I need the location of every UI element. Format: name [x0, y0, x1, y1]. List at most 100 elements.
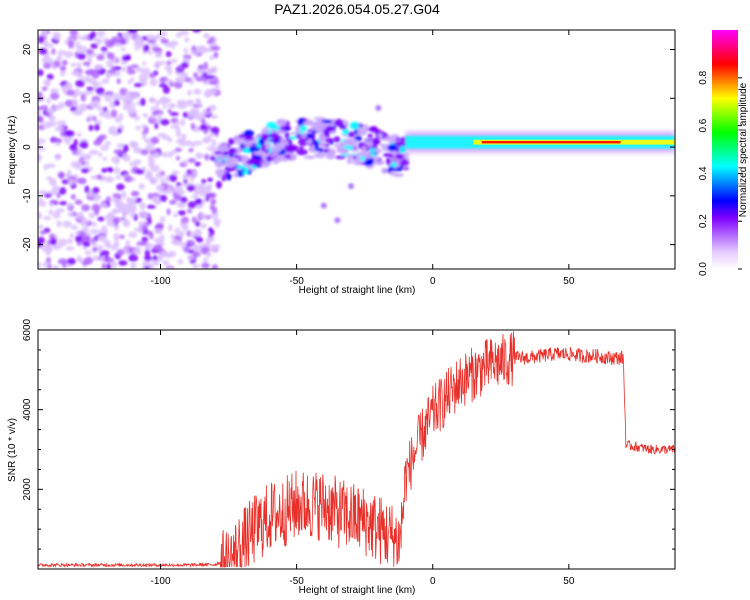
noise-blob: [203, 33, 210, 39]
spectrogram-frame: [37, 29, 676, 270]
noise-blob: [101, 263, 107, 269]
scatter-blob: [334, 118, 344, 127]
noise-blob: [179, 30, 189, 36]
noise-blob: [205, 251, 212, 258]
scatter-blob: [370, 152, 376, 157]
noise-blob: [91, 71, 100, 79]
noise-blob: [121, 46, 126, 52]
noise-blob: [111, 156, 121, 163]
noise-blob: [161, 151, 168, 158]
noise-blob: [94, 123, 100, 131]
noise-blob: [123, 248, 129, 253]
noise-blob: [116, 249, 125, 256]
scatter-blob: [299, 146, 304, 150]
scatter-blob: [244, 135, 254, 141]
scatter-blob: [314, 143, 319, 151]
noise-blob: [75, 79, 85, 88]
noise-blob: [50, 88, 59, 94]
noise-blob: [98, 234, 107, 242]
scatter-blob: [385, 157, 391, 165]
noise-blob: [207, 192, 217, 199]
noise-blob: [101, 225, 108, 234]
x-tick-label: 0: [430, 276, 436, 287]
noise-blob: [195, 221, 201, 227]
noise-blob: [66, 169, 72, 176]
noise-blob: [43, 261, 49, 268]
noise-blob: [179, 230, 185, 237]
noise-blob: [70, 161, 81, 168]
noise-blob: [199, 213, 209, 219]
noise-blob: [62, 220, 72, 228]
noise-blob: [130, 262, 137, 269]
noise-blob: [182, 111, 189, 118]
noise-blob: [175, 155, 181, 161]
noise-blob: [79, 35, 89, 41]
noise-blob: [205, 75, 215, 80]
noise-blob: [38, 196, 43, 203]
noise-blob: [211, 264, 218, 269]
snr-series: [38, 331, 675, 569]
noise-blob: [179, 141, 188, 147]
scatter-blob: [316, 119, 322, 124]
noise-blob: [104, 141, 112, 146]
noise-blob: [70, 62, 77, 68]
noise-blob: [52, 185, 60, 192]
noise-blob: [113, 233, 120, 241]
noise-blob: [50, 92, 60, 100]
scatter-blob: [301, 131, 307, 140]
noise-blob: [93, 37, 99, 42]
noise-blob: [61, 59, 68, 66]
noise-blob: [176, 99, 187, 105]
noise-blob: [193, 72, 198, 78]
noise-blob: [139, 202, 146, 210]
scatter-blob: [368, 148, 377, 152]
noise-blob: [158, 83, 168, 88]
noise-blob: [207, 177, 214, 183]
noise-blob: [160, 250, 170, 257]
scatter-blob: [252, 155, 262, 160]
noise-blob: [122, 144, 129, 153]
noise-blob: [166, 60, 172, 65]
noise-blob: [193, 245, 198, 253]
noise-blob: [170, 124, 180, 129]
noise-blob: [38, 116, 44, 124]
noise-blob: [187, 158, 196, 163]
noise-blob: [142, 61, 147, 66]
noise-blob: [174, 227, 180, 235]
noise-blob: [141, 236, 149, 243]
noise-blob: [210, 245, 218, 253]
noise-blob: [193, 187, 198, 196]
scatter-blob: [347, 155, 355, 159]
scatter-blob: [347, 131, 356, 138]
noise-blob: [171, 239, 179, 245]
noise-blob: [93, 100, 101, 107]
noise-blob: [201, 118, 206, 125]
noise-blob: [198, 185, 206, 192]
x-tick-label: -100: [150, 576, 170, 587]
noise-blob: [143, 126, 149, 135]
noise-blob: [46, 257, 51, 264]
noise-blob: [38, 91, 43, 97]
noise-blob: [126, 208, 137, 213]
snr-x-label: Height of straight line (km): [299, 585, 416, 596]
noise-blob: [167, 137, 173, 143]
noise-blob: [112, 216, 121, 224]
scatter-blob: [267, 138, 278, 142]
noise-blob: [69, 30, 78, 36]
noise-blob: [88, 212, 96, 219]
noise-blob: [77, 177, 87, 185]
snr-y-label: SNR (10 * v/v): [7, 418, 18, 482]
noise-blob: [138, 183, 145, 190]
noise-blob: [187, 89, 192, 96]
noise-blob: [79, 141, 89, 149]
noise-blob: [67, 40, 74, 48]
noise-blob: [187, 208, 193, 214]
noise-blob: [113, 149, 124, 155]
scatter-blob: [258, 138, 265, 146]
scatter-blob: [390, 162, 397, 168]
noise-blob: [91, 203, 101, 212]
scatter-blob: [246, 158, 257, 166]
scatter-blob: [243, 140, 253, 147]
noise-blob: [158, 60, 166, 65]
noise-blob: [50, 237, 57, 246]
